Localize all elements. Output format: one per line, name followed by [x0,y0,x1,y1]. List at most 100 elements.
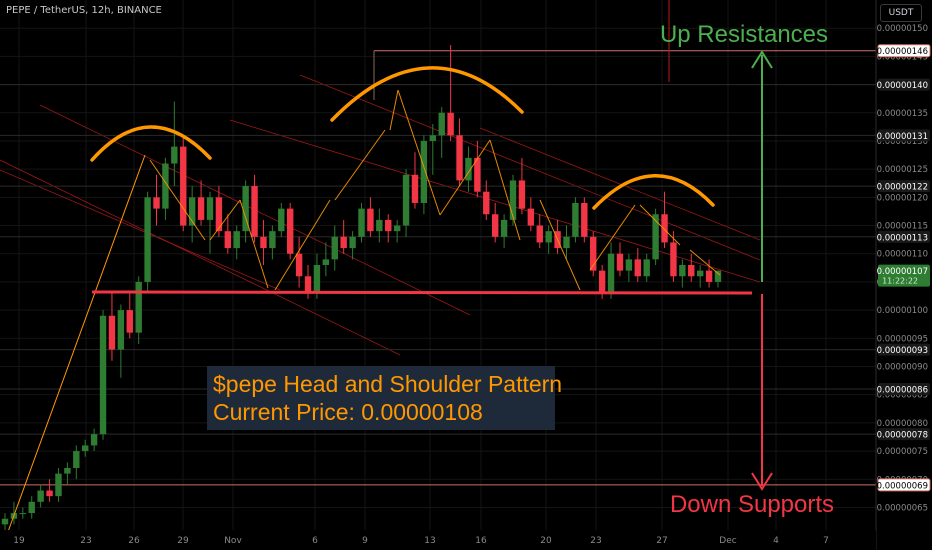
candle-down [634,259,641,277]
channel-line [299,74,761,261]
candle-up [643,259,650,277]
candle-up [64,467,71,474]
price-level-tag-label: 0.00000122 [877,183,928,193]
x-tick-label: Nov [224,536,242,546]
wave-arrow [274,199,331,291]
channel-line [479,127,761,241]
price-level-tag-label: 0.00000113 [877,233,928,243]
candle-up [696,270,704,277]
candle-up [278,208,285,232]
x-tick-label: 26 [128,536,140,546]
x-tick-label: 9 [362,536,368,546]
channel-line [229,119,761,283]
price-level-tag [878,428,930,441]
down-supports-label: Down Supports [670,491,834,518]
candle-up [90,434,98,446]
y-tick-label: 0.00000135 [877,109,928,119]
down-arrow-head [751,472,773,491]
price-level-tag [878,383,930,396]
candle-down [483,191,490,215]
price-level-tag [878,78,930,91]
currency-selector[interactable]: USDT [880,4,922,22]
candle-down [153,197,160,209]
current-price-tag [878,264,930,287]
wave-arrow [489,139,521,241]
candle-up [19,513,27,515]
candle-up [545,231,552,243]
wave-arrow [334,129,386,201]
price-level-tag-label: 0.00000146 [877,47,928,57]
price-level-tag [878,230,930,243]
y-tick-label: 0.00000125 [877,165,928,175]
price-level-tag-label: 0.00000069 [877,481,928,491]
candle-up [376,219,383,232]
price-level-tag-label: 0.00000078 [877,431,928,441]
candle-down [536,225,543,243]
candle-down [581,202,588,237]
y-tick-label: 0.00000110 [877,250,928,260]
wave-arrow [439,139,491,216]
y-tick-label: 0.00000130 [877,137,928,147]
candle-up [349,236,356,249]
up-arrow-head [751,50,773,69]
candle-down [411,174,419,203]
price-level-tag [878,180,930,193]
candle-down [456,135,463,181]
price-level-tag-label: 0.00000086 [877,386,928,396]
candle-up [313,265,321,294]
x-tick-label: 27 [656,536,667,546]
candle-down [474,157,481,192]
candle-down [304,276,312,294]
x-tick-label: 19 [13,536,25,546]
current-price-label: 0.00000107 [877,267,928,277]
candle-down [688,265,695,277]
candle-down [616,253,624,271]
price-level-tag-label: 0.00000140 [877,81,928,91]
candle-down [126,310,133,333]
candle-up [500,219,508,237]
x-tick-label: 23 [80,536,91,546]
candle-down [260,236,267,249]
candle-down [705,270,713,282]
wave-arrow [639,204,681,246]
price-level-tag [877,478,931,492]
candle-up [322,259,330,265]
wave-arrow [389,89,399,131]
candle-up [171,146,178,164]
candle-up [82,445,89,452]
trend-line [4,154,146,541]
candle-up [358,208,365,237]
up-resistances-label: Up Resistances [660,21,828,48]
candle-up [714,270,722,282]
candle-up [607,253,615,294]
candle-up [144,197,151,282]
candle-up [429,135,436,141]
candle-down [598,270,606,294]
left-shoulder-arc [90,125,212,162]
candle-down [295,253,303,277]
y-tick-label: 0.00000150 [877,24,928,34]
right-shoulder-arc [592,174,715,210]
symbol-info: PEPE / TetherUS, 12h, BINANCE [6,5,162,16]
channel-line [0,159,401,356]
candle-up [393,225,401,232]
wave-arrow [149,159,206,241]
candle-up [28,501,35,514]
wave-arrow [239,199,269,289]
candle-down [224,231,232,249]
head-arc [330,66,524,122]
x-tick-label: 23 [590,536,601,546]
candle-up [465,157,472,181]
price-level-tag [878,343,930,356]
y-tick-label: 0.00000075 [877,447,928,457]
candle-down [527,208,535,226]
candle-down [215,197,223,232]
y-tick-label: 0.00000120 [877,193,928,203]
y-tick-label: 0.00000085 [877,391,928,401]
candle-up [162,163,169,209]
candle-up [206,197,214,220]
candle-up [331,236,338,260]
candle-down [180,146,187,226]
price-level-tag [878,129,930,142]
